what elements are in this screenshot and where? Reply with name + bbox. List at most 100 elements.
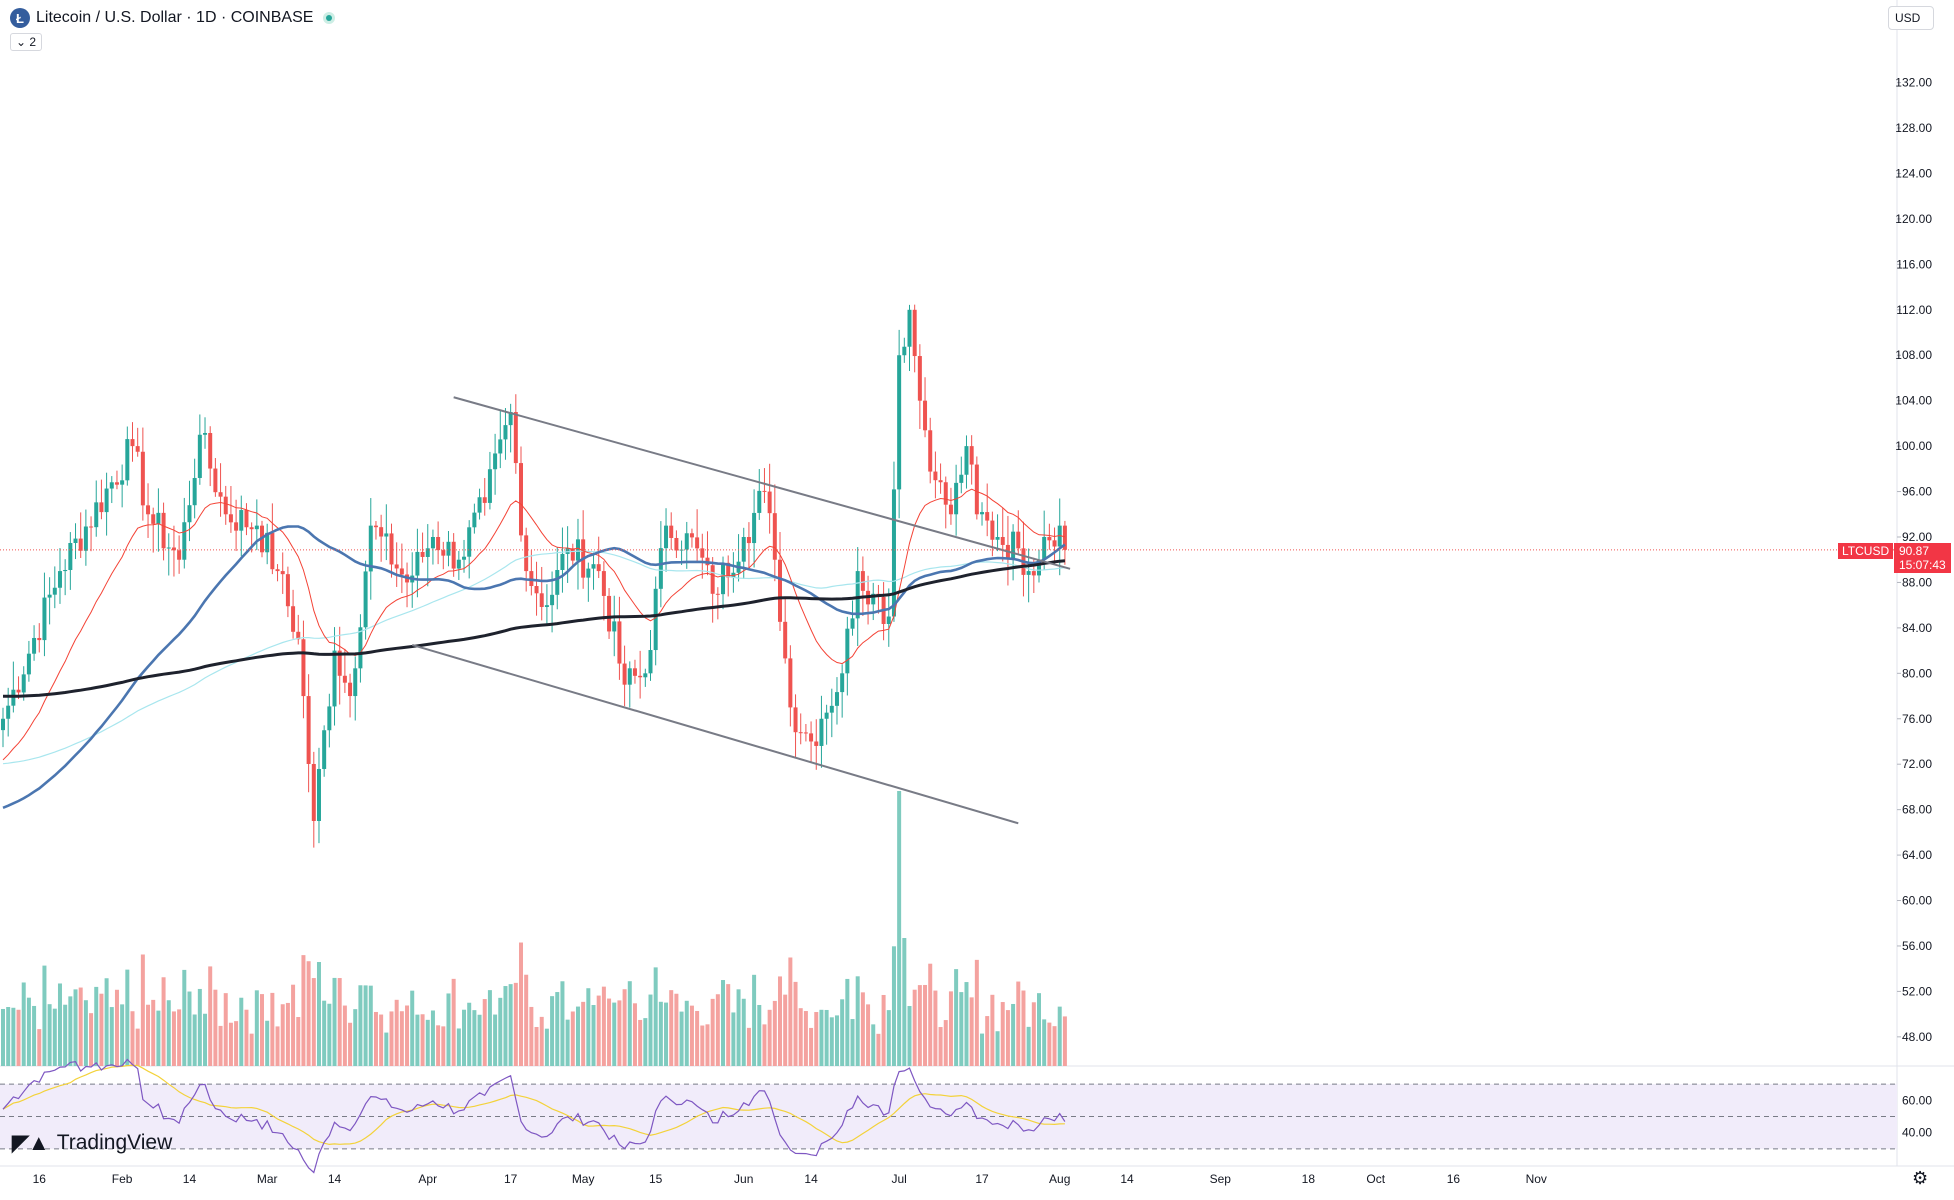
candle-body <box>425 548 430 557</box>
candle-body <box>700 548 705 558</box>
volume-bar <box>752 974 757 1066</box>
candle-body <box>32 637 37 654</box>
candle-body <box>244 510 249 528</box>
volume-bar <box>928 963 933 1066</box>
candle-body <box>809 733 814 742</box>
settings-gear-icon[interactable]: ⚙ <box>1912 1168 1929 1188</box>
volume-bar <box>938 1027 943 1066</box>
volume-bar <box>89 1013 94 1066</box>
volume-bar <box>47 1004 52 1066</box>
candle-body <box>555 570 560 595</box>
volume-bar <box>104 978 109 1066</box>
symbol-price-label: LTCUSD <box>1838 543 1894 559</box>
candle-body <box>254 525 259 530</box>
volume-bar <box>291 984 296 1066</box>
candle-body <box>550 594 555 606</box>
lower-trendline <box>411 643 1019 825</box>
candle-body <box>270 532 275 570</box>
candle-body <box>622 663 627 685</box>
candle-body <box>643 673 648 678</box>
volume-bar <box>430 1010 435 1066</box>
candle-body <box>78 538 83 551</box>
volume-bar <box>627 981 632 1066</box>
volume-bar <box>632 1003 637 1066</box>
time-tick-label: 14 <box>328 1172 342 1186</box>
candle-body <box>627 668 632 685</box>
volume-bar <box>83 1000 88 1066</box>
candle-body <box>114 482 119 485</box>
candle-body <box>793 707 798 733</box>
candle-body <box>21 674 26 693</box>
volume-bar <box>384 1032 389 1066</box>
volume-bar <box>969 997 974 1066</box>
volume-bar <box>11 1007 16 1066</box>
candle-body <box>539 593 544 607</box>
candle-body <box>379 527 384 537</box>
volume-bar <box>990 994 995 1066</box>
volume-bar <box>462 1009 467 1066</box>
volume-bar <box>762 1024 767 1066</box>
price-tick-label: 92.00 <box>1902 530 1932 544</box>
volume-bar <box>161 977 166 1066</box>
candle-body <box>980 512 985 515</box>
sma-100-line <box>2 550 1065 765</box>
volume-bar <box>1042 1019 1047 1066</box>
candle-body <box>249 527 254 530</box>
volume-bar <box>368 985 373 1066</box>
candle-body <box>47 594 52 598</box>
price-tick-label: 56.00 <box>1902 939 1932 953</box>
volume-bar <box>643 1018 648 1066</box>
candle-body <box>234 522 239 531</box>
time-tick-label: Mar <box>257 1172 278 1186</box>
volume-bar <box>689 1005 694 1066</box>
candle-body <box>601 571 606 596</box>
volume-bar <box>840 999 845 1066</box>
candle-body <box>291 606 296 632</box>
volume-bar <box>819 1009 824 1066</box>
candle-body <box>938 480 943 483</box>
volume-bar <box>120 1004 125 1066</box>
tradingview-name: TradingView <box>56 1131 173 1154</box>
candle-body <box>819 718 824 746</box>
volume-bar <box>778 976 782 1066</box>
volume-bar <box>1047 1022 1052 1066</box>
volume-bar <box>316 962 321 1066</box>
candle-body <box>658 548 663 589</box>
volume-bar <box>1000 1002 1005 1066</box>
volume-bar <box>1062 1016 1067 1066</box>
candle-body <box>337 650 342 676</box>
volume-bar <box>311 978 316 1066</box>
volume-bar <box>550 996 555 1066</box>
volume-bar <box>99 993 104 1066</box>
volume-bar <box>902 938 907 1066</box>
volume-bar <box>974 959 979 1066</box>
candle-body <box>964 446 969 475</box>
candle-body <box>353 668 358 697</box>
volume-bar <box>798 1008 803 1066</box>
volume-bar <box>679 1011 684 1066</box>
symbol-title[interactable]: Litecoin / U.S. Dollar · 1D · COINBASE <box>36 9 314 26</box>
candle-body <box>451 541 456 569</box>
candle-body <box>363 571 368 628</box>
volume-bar <box>871 1024 876 1066</box>
volume-bar <box>16 1009 21 1066</box>
candle-body <box>94 502 99 528</box>
candle-body <box>860 571 865 591</box>
volume-bar <box>177 1009 182 1066</box>
candle-body <box>482 497 487 503</box>
volume-bar <box>617 1000 622 1066</box>
candle-body <box>617 621 622 664</box>
candle-body <box>1057 525 1062 547</box>
candle-body <box>156 512 161 524</box>
candle-body <box>503 425 508 440</box>
indicators-toggle-button[interactable]: ⌄ 2 <box>10 33 43 51</box>
volume-bar <box>32 1005 37 1066</box>
volume-bar <box>860 992 865 1066</box>
candle-body <box>586 568 591 578</box>
volume-bar <box>726 984 731 1066</box>
candle-body <box>596 564 601 572</box>
candle-body <box>829 705 834 713</box>
currency-selector[interactable]: USD <box>1888 6 1934 30</box>
tradingview-brand: ◤▲ TradingView <box>12 1130 172 1156</box>
